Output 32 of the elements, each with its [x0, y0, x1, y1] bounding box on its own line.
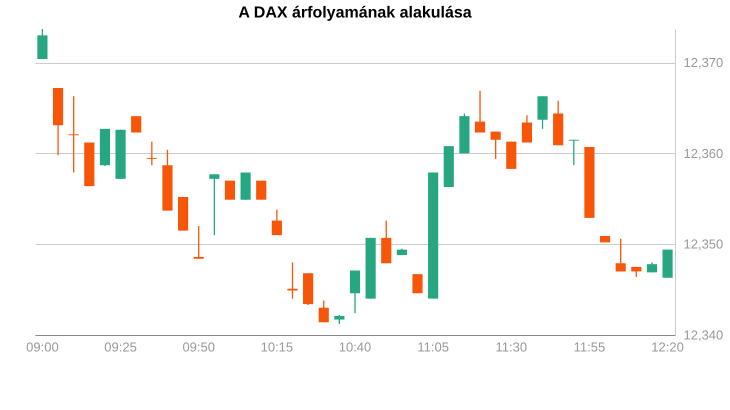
candlestick: [334, 314, 344, 325]
x-tick-label: 09:25: [104, 340, 137, 354]
y-tick-label: 12,340: [684, 328, 724, 342]
candlestick: [224, 180, 236, 200]
candlestick: [490, 130, 501, 160]
candlestick: [318, 300, 329, 323]
x-tick-label: 11:05: [417, 340, 449, 354]
candlestick: [37, 28, 48, 60]
candlestick: [474, 90, 486, 134]
candlestick: [537, 96, 548, 130]
candlestick: [146, 140, 157, 166]
candlestick: [131, 116, 142, 134]
candlestick: [646, 262, 658, 273]
candlestick: [256, 180, 266, 200]
y-tick-label: 12,350: [684, 236, 724, 252]
candlestick: [287, 262, 298, 300]
candlestick: [272, 209, 282, 236]
x-tick-label: 09:00: [26, 340, 59, 354]
x-tick-label: 12:20: [651, 340, 684, 354]
x-tick-label: 10:40: [338, 340, 372, 354]
candlestick: [522, 114, 532, 144]
y-tick-label: 12,370: [684, 55, 724, 70]
y-tick-label: 12,360: [684, 146, 724, 161]
candlestick: [209, 174, 220, 236]
x-tick-label: 11:30: [496, 340, 528, 354]
candlestick: [616, 238, 626, 272]
chart-title: A DAX árfolyamának alakulása: [238, 4, 472, 22]
candlestick: [412, 274, 423, 294]
x-tick-label: 10:15: [260, 340, 294, 354]
x-tick-label: 09:50: [182, 340, 215, 354]
candlestick: [350, 270, 360, 314]
x-tick-label: 11:55: [574, 340, 606, 354]
